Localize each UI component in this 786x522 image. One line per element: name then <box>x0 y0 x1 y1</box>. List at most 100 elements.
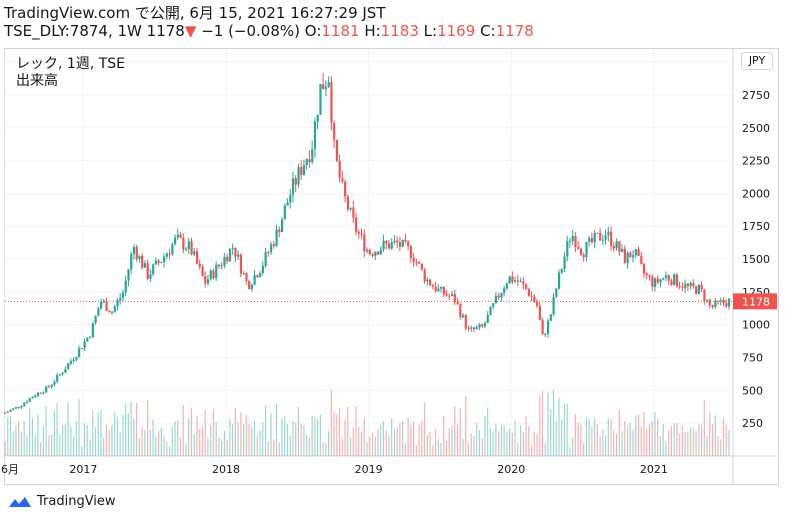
candle-body <box>434 286 437 292</box>
volume-bar <box>40 442 42 456</box>
volume-bar <box>462 439 464 456</box>
volume-bar <box>451 425 453 456</box>
volume-bar <box>215 422 217 456</box>
volume-bar <box>83 423 86 456</box>
candle-body <box>146 263 149 279</box>
y-tick-label: 1750 <box>742 220 770 233</box>
volume-bar <box>314 416 316 456</box>
candle-body <box>618 241 621 252</box>
volume-bar <box>221 441 223 456</box>
candle-body <box>319 84 322 115</box>
volume-bar <box>147 399 149 456</box>
candle-body <box>179 234 182 238</box>
volume-bar <box>155 436 157 456</box>
volume-bar <box>171 426 173 456</box>
volume-bar <box>640 427 642 456</box>
volume-bar <box>319 414 321 456</box>
volume-bar <box>237 421 239 456</box>
volume-bar <box>177 419 179 456</box>
candle-body <box>237 254 240 257</box>
candle-body <box>505 283 509 289</box>
volume-bar <box>602 429 604 456</box>
candle-body <box>264 252 267 266</box>
candle-body <box>23 402 26 406</box>
candle-body <box>719 300 722 302</box>
volume-bar <box>503 425 505 456</box>
volume-bar <box>29 407 31 456</box>
high-label: H: <box>364 22 381 40</box>
volume-bar <box>539 395 541 456</box>
volume-bar <box>12 431 14 456</box>
candle-body <box>456 302 459 305</box>
candle-body <box>642 263 646 274</box>
volume-bar <box>563 403 566 456</box>
candle-body <box>459 304 462 318</box>
currency-button[interactable]: JPY <box>741 52 773 70</box>
volume-bar <box>297 406 300 456</box>
candle-body <box>231 247 234 249</box>
candle-body <box>612 245 616 249</box>
volume-bar <box>681 426 683 456</box>
volume-bar <box>454 406 456 456</box>
footer-brand[interactable]: TradingView <box>37 494 116 509</box>
volume-bar <box>618 409 620 456</box>
candle-body <box>305 159 308 166</box>
low-label: L: <box>423 22 438 40</box>
candle-body <box>525 284 528 290</box>
volume-bar <box>476 423 478 456</box>
volume-bar <box>635 415 637 456</box>
candle-body <box>302 165 306 175</box>
candle-body <box>283 205 286 220</box>
candle-body <box>45 386 48 393</box>
volume-bar <box>325 442 327 456</box>
candle-body <box>374 251 377 256</box>
candle-body <box>226 256 229 262</box>
volume-bar <box>492 431 494 456</box>
candle-body <box>387 243 391 249</box>
candle-body <box>396 240 399 243</box>
volume-bar <box>574 414 577 456</box>
candle-body <box>412 257 415 262</box>
candle-body <box>163 256 166 262</box>
close-label: C: <box>480 22 496 40</box>
volume-bar <box>166 441 168 456</box>
volume-bar <box>692 428 694 456</box>
candle-body <box>270 244 273 253</box>
volume-bar <box>498 431 500 456</box>
volume-bar <box>51 434 53 456</box>
candle-body <box>176 234 179 238</box>
candle-body <box>379 249 382 255</box>
volume-bar <box>103 438 105 456</box>
volume-bar <box>514 420 516 456</box>
candle-body <box>138 255 141 259</box>
candle-body <box>599 233 602 241</box>
volume-bar <box>418 424 420 456</box>
candle-body <box>198 263 201 267</box>
volume-bar <box>182 404 184 456</box>
volume-bar <box>275 404 278 456</box>
volume-bar <box>152 419 154 456</box>
high-value: 1183 <box>380 22 419 40</box>
candle-body <box>440 286 443 289</box>
volume-bar <box>125 403 127 456</box>
candle-body <box>568 241 572 243</box>
candle-body <box>423 269 426 282</box>
volume-bar <box>448 428 450 456</box>
candle-body <box>324 86 328 90</box>
candle-body <box>124 280 127 293</box>
volume-bar <box>530 445 533 456</box>
volume-bar <box>443 415 445 456</box>
candle-body <box>593 232 596 243</box>
volume-bar <box>604 434 607 456</box>
candle-body <box>645 273 648 275</box>
candle-body <box>119 297 122 301</box>
open-label: O: <box>304 22 322 40</box>
candle-body <box>686 283 690 287</box>
candle-body <box>132 247 136 254</box>
volume-bar <box>292 421 294 456</box>
volume-bar <box>347 406 349 456</box>
candle-body <box>14 407 18 409</box>
candle-body <box>607 231 610 236</box>
candle-body <box>344 181 347 197</box>
